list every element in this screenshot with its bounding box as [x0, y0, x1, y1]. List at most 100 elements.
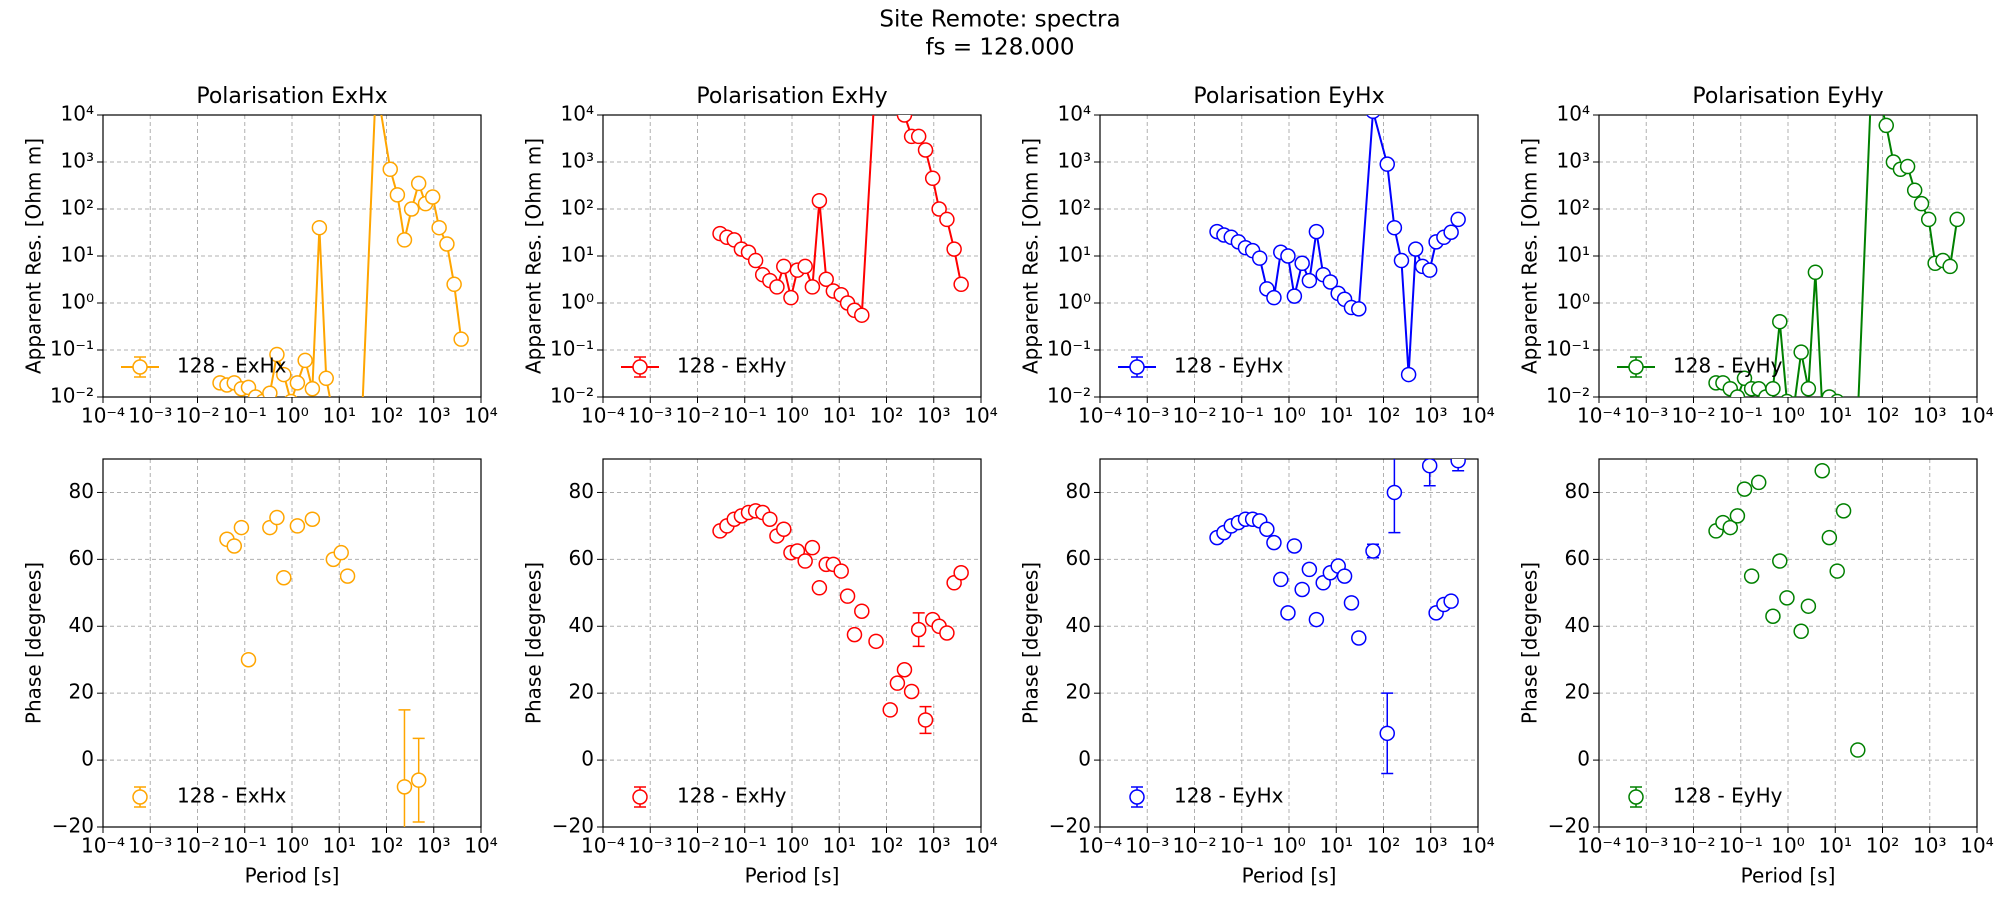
data-point [889, 675, 906, 691]
y-tick-label: 40 [1565, 613, 1590, 637]
y-tick-label: 10⁴ [61, 102, 94, 126]
plot-frame [602, 458, 982, 828]
data-point [1765, 380, 1781, 397]
x-tick-label: 10⁻⁴ [581, 834, 625, 858]
legend-label: 128 - EyHx [1174, 784, 1284, 808]
x-tick-label: 10⁻³ [128, 404, 172, 428]
data-point [1386, 219, 1403, 236]
legend-marker [632, 359, 648, 375]
plot-area [712, 503, 969, 735]
data-point [1851, 409, 1865, 423]
data-point [389, 187, 406, 203]
data-point [289, 518, 306, 534]
x-tick-label: 10³ [1414, 834, 1447, 858]
y-tick-label: 10⁰ [61, 290, 94, 314]
x-tick-label: 10² [1367, 834, 1400, 858]
data-point [1765, 608, 1781, 624]
y-tick-label: 10² [61, 196, 94, 220]
legend-marker [1129, 359, 1145, 375]
data-point [1850, 742, 1866, 758]
legend-label: 128 - ExHy [677, 354, 787, 378]
x-tick-label: 10⁰ [1272, 834, 1305, 858]
data-point [262, 385, 278, 397]
data-point [1821, 529, 1838, 546]
x-tick-label: 10³ [1913, 834, 1946, 858]
legend-label: 128 - EyHy [1673, 784, 1783, 808]
data-point [1793, 623, 1809, 640]
y-tick-label: 40 [69, 613, 94, 637]
data-point [1793, 344, 1809, 360]
data-point [939, 625, 955, 641]
data-point [431, 219, 447, 236]
data-point [1286, 538, 1303, 554]
x-tick-label: 10⁻¹ [223, 404, 267, 428]
data-point [446, 276, 462, 293]
data-point [762, 511, 778, 527]
data-point [917, 712, 934, 728]
data-point [1301, 561, 1318, 578]
x-tick-label: 10¹ [323, 834, 356, 858]
x-tick-label: 10² [870, 404, 903, 428]
y-tick-label: 80 [1565, 479, 1590, 503]
x-tick-label: 10⁻³ [1624, 834, 1668, 858]
x-tick-label: 10⁻¹ [1220, 834, 1264, 858]
data-point [403, 201, 420, 217]
plot-frame [1099, 114, 1479, 398]
x-tick-label: 10⁰ [1272, 404, 1305, 428]
data-point [869, 61, 883, 75]
data-point [917, 142, 934, 158]
x-tick-label: 10⁴ [464, 834, 497, 858]
plot-frame [102, 458, 482, 828]
data-point [1386, 484, 1403, 501]
data-point [924, 170, 941, 187]
panel-title: Polarisation EyHx [1193, 84, 1384, 109]
y-axis-label: Phase [degrees] [1518, 562, 1542, 724]
plot-area [219, 509, 427, 827]
y-tick-label: 10⁰ [1557, 290, 1590, 314]
data-point [318, 370, 334, 387]
y-tick-label: 80 [1066, 479, 1091, 503]
y-tick-label: 80 [69, 479, 94, 503]
x-tick-label: 10⁻¹ [1220, 404, 1264, 428]
data-point [1736, 481, 1753, 497]
y-axis-label: Phase [degrees] [522, 562, 546, 724]
y-axis-label: Apparent Res. [Ohm m] [1019, 138, 1043, 374]
y-tick-label: 10³ [1557, 149, 1590, 173]
panel-title: Polarisation ExHy [696, 84, 887, 109]
data-point [953, 276, 969, 293]
data-point [1772, 553, 1788, 569]
y-tick-label: 60 [569, 546, 594, 570]
y-tick-label: 60 [1565, 546, 1590, 570]
data-point [1878, 117, 1894, 134]
figure-title: Site Remote: spectra [879, 7, 1120, 33]
x-tick-label: 10⁻² [1671, 404, 1715, 428]
y-tick-label: 10⁻² [50, 384, 94, 408]
data-point [1772, 313, 1788, 330]
x-tick-label: 10⁻⁴ [81, 834, 125, 858]
panel-title: Polarisation ExHx [196, 84, 387, 109]
data-point [883, 61, 897, 75]
y-tick-label: 10² [561, 196, 594, 220]
y-tick-label: −20 [52, 814, 94, 838]
x-axis-label: Period [s] [745, 864, 840, 888]
legend: 128 - ExHy [621, 354, 787, 378]
x-axis-label: Period [s] [245, 864, 340, 888]
data-point [797, 258, 813, 275]
data-point [882, 702, 898, 718]
x-tick-label: 10¹ [323, 404, 356, 428]
data-point [284, 393, 298, 397]
data-point [747, 252, 764, 269]
data-point [833, 563, 849, 579]
legend-label: 128 - ExHx [177, 354, 287, 378]
y-axis-label: Apparent Res. [Ohm m] [522, 138, 546, 374]
plot-area [1209, 115, 1466, 383]
data-point [424, 189, 441, 205]
data-point [1814, 462, 1830, 479]
y-tick-label: 10⁰ [561, 290, 594, 314]
data-point [1351, 630, 1367, 646]
legend: 128 - EyHy [1628, 784, 1783, 808]
y-axis-label: Apparent Res. [Ohm m] [22, 138, 46, 374]
plot-area [712, 61, 969, 323]
x-tick-label: 10⁰ [775, 834, 808, 858]
y-tick-label: 20 [69, 680, 94, 704]
